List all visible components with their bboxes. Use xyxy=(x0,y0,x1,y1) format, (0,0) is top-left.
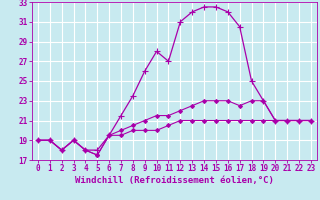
X-axis label: Windchill (Refroidissement éolien,°C): Windchill (Refroidissement éolien,°C) xyxy=(75,176,274,185)
